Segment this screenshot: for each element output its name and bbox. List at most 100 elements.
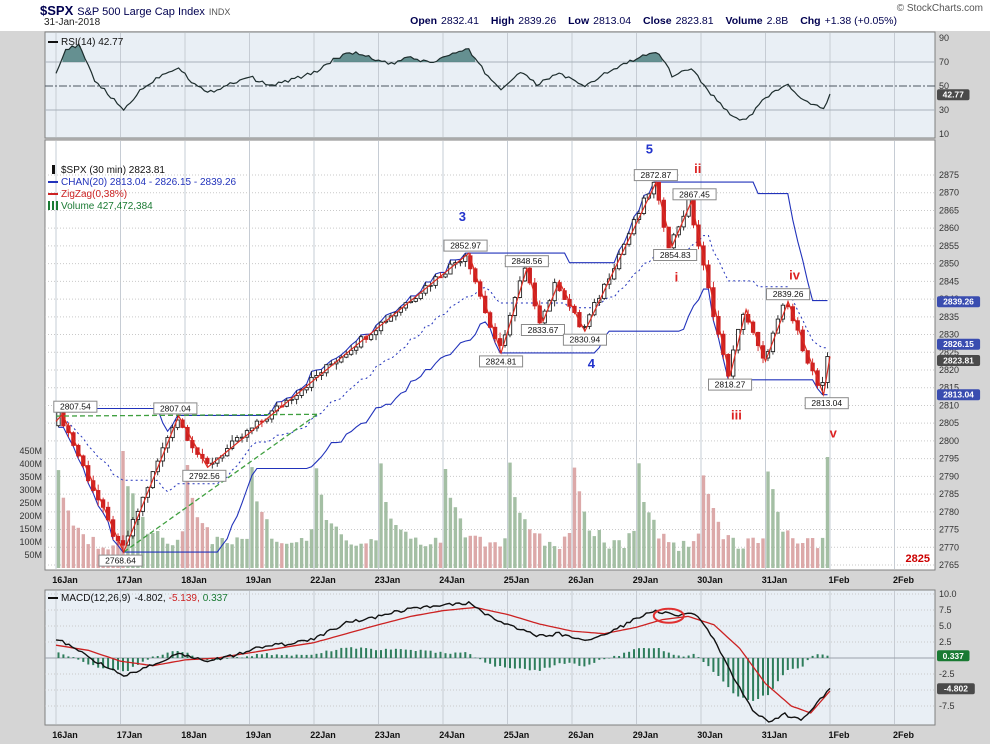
macd-histogram-bar (310, 654, 313, 658)
price-annotation: 2854.83 (660, 250, 691, 260)
volume-bar (672, 542, 676, 568)
macd-histogram-bar (300, 654, 303, 658)
macd-legend-label: MACD(12,26,9) (61, 593, 131, 604)
volume-bar (389, 518, 393, 568)
macd-histogram-bar (747, 658, 750, 700)
volume-bar (662, 533, 666, 568)
price-annotation-box (504, 255, 549, 268)
macd-histogram-bar (727, 658, 730, 688)
volume-bar (761, 538, 765, 568)
price-axis-tick: 2805 (939, 418, 959, 428)
macd-histogram-bar (270, 655, 273, 658)
price-legend-zigzag-label: ZigZag(0,38%) (61, 189, 128, 200)
macd-histogram-bar (384, 648, 387, 658)
volume-bar (483, 546, 487, 568)
volume-bar (170, 545, 175, 568)
volume-bar (756, 543, 760, 568)
volume-bar (185, 465, 190, 568)
date-label: 30Jan (697, 730, 723, 740)
macd-histogram-bar (697, 657, 700, 658)
macd-histogram-bar (796, 658, 799, 669)
high-value: 2839.26 (518, 15, 557, 27)
macd-histogram-bar (325, 650, 328, 658)
volume-bar (141, 516, 145, 568)
volume-bar (736, 548, 740, 568)
volume-bar (423, 546, 428, 568)
date-label: 29Jan (633, 730, 659, 740)
date-label: 31Jan (762, 730, 788, 740)
volume-bar (786, 530, 790, 568)
volume-bar (582, 511, 587, 568)
macd-histogram-bar (647, 648, 650, 658)
volume-bar (726, 535, 730, 568)
date-label: 24Jan (439, 730, 465, 740)
candle-body (820, 382, 825, 386)
price-annotation: 2830.94 (570, 335, 601, 345)
volume-bar (706, 493, 711, 568)
volume-axis-tick: 400M (19, 459, 42, 469)
volume-bar (696, 533, 701, 568)
macd-histogram-bar (801, 658, 804, 667)
price-axis-tick: 2875 (939, 170, 959, 180)
index-name-label: S&P 500 Large Cap Index (77, 6, 205, 18)
price-axis-tick: 2860 (939, 223, 959, 233)
volume-bar (488, 542, 492, 568)
date-label: 23Jan (375, 575, 401, 585)
volume-bar (210, 544, 214, 568)
volume-bar (677, 550, 681, 568)
volume-bar (602, 542, 606, 568)
macd-histogram-bar (375, 650, 377, 658)
price-axis-tick: 2810 (939, 400, 959, 410)
macd-histogram-bar (712, 658, 715, 672)
candle-body (473, 268, 478, 283)
volume-bar (771, 489, 775, 568)
close-label: Close (643, 15, 672, 27)
volume-bar (637, 463, 641, 568)
candle-body (254, 420, 260, 429)
macd-histogram-bar (236, 657, 239, 658)
candle-body (91, 480, 96, 491)
pivot-level-label: 2825 (906, 553, 930, 565)
macd-histogram-bar (548, 658, 551, 668)
macd-histogram-bar (608, 658, 611, 659)
volume-bar (220, 538, 224, 568)
macd-histogram-bar (424, 650, 427, 658)
axis-badge-label: 2839.26 (943, 297, 974, 307)
macd-line-icon (48, 593, 58, 602)
macd-axis-tick: 7.5 (939, 605, 952, 615)
volume-bar (453, 507, 458, 568)
date-label: 23Jan (375, 730, 401, 740)
candle-body (413, 298, 418, 302)
volume-bar (329, 523, 334, 568)
volume-bar (428, 544, 433, 568)
volume-bar (369, 539, 373, 568)
price-legend-zigzag-row: ZigZag(0,38%) (48, 189, 236, 201)
candlestick-icon (48, 165, 58, 174)
volume-bar (528, 529, 532, 568)
candle-body (726, 353, 731, 377)
volume-bar (592, 536, 596, 568)
volume-bar (339, 534, 343, 568)
volume-bar (250, 467, 254, 568)
volume-bar (766, 471, 770, 568)
volume-bar (796, 543, 800, 568)
volume-bar (543, 545, 547, 568)
volume-bar (260, 511, 264, 568)
candle-body (294, 395, 299, 400)
volume-bar (557, 549, 562, 568)
macd-histogram-bar (657, 648, 660, 658)
volume-bar (200, 523, 205, 568)
date-label: 26Jan (568, 575, 594, 585)
date-label: 1Feb (828, 730, 850, 740)
candle-body (368, 334, 374, 340)
macd-histogram-bar (459, 652, 462, 658)
volume-bar (667, 542, 671, 568)
volume-bar (652, 519, 656, 568)
macd-histogram-bar (682, 656, 685, 658)
exchange-label: INDX (208, 7, 231, 17)
macd-histogram-bar (771, 658, 774, 689)
macd-histogram-bar (687, 655, 690, 658)
price-annotation-box (520, 324, 566, 336)
low-value: 2813.04 (593, 15, 632, 27)
price-legend-volume-row: Volume 427,472,384 (48, 201, 236, 213)
